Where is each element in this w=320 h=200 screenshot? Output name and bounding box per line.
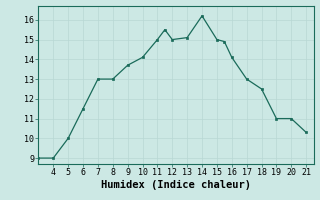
X-axis label: Humidex (Indice chaleur): Humidex (Indice chaleur) [101, 180, 251, 190]
